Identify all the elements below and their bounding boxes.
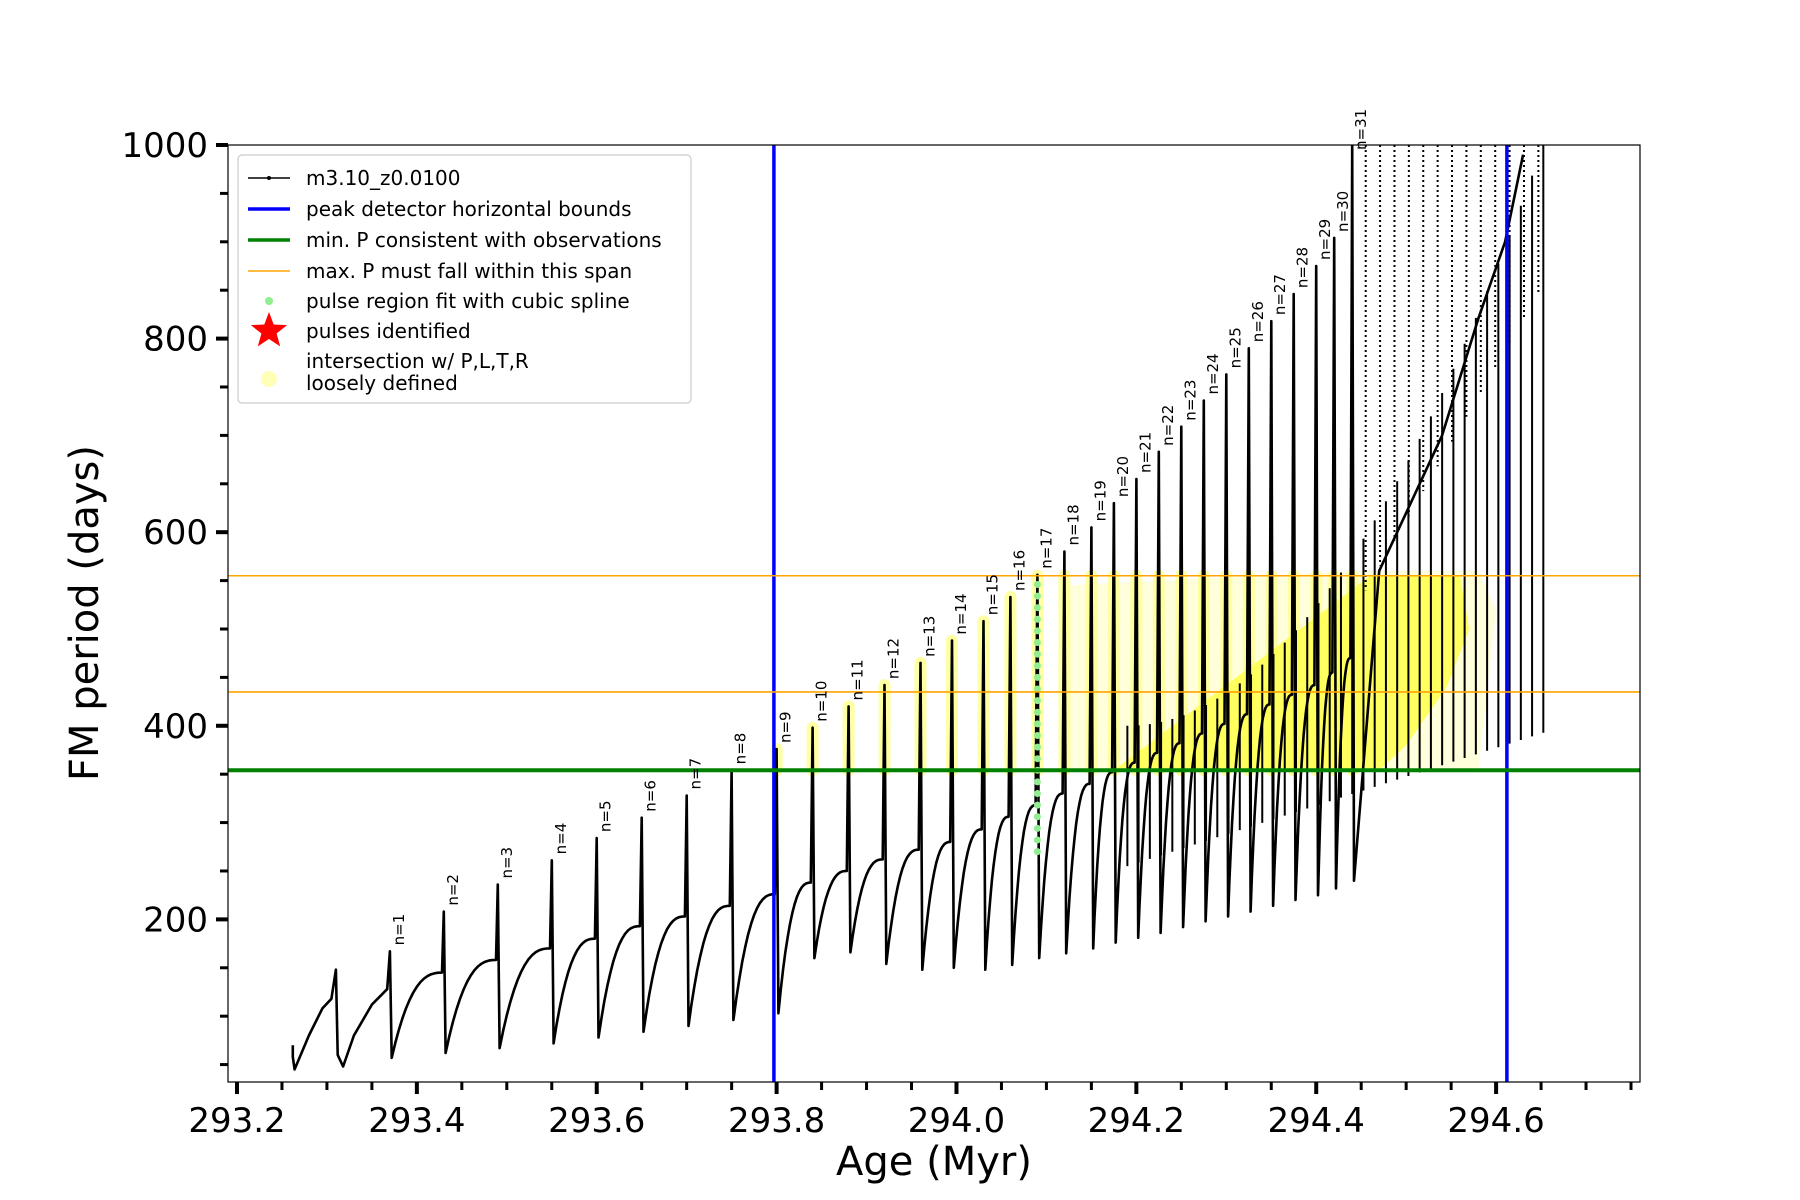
spline-point: [1033, 720, 1041, 728]
pulse-label: n=12: [885, 638, 903, 679]
legend-label: m3.10_z0.0100: [306, 166, 461, 190]
legend-label: min. P consistent with observations: [306, 228, 662, 252]
y-tick-label: 1000: [121, 126, 208, 166]
x-tick-label: 293.6: [548, 1101, 645, 1141]
pulse-label: n=29: [1316, 219, 1334, 260]
x-tick-label: 293.4: [368, 1101, 465, 1141]
spline-point: [1033, 813, 1041, 821]
pulse-label: n=15: [983, 574, 1001, 615]
legend-swatch-circle: [261, 371, 277, 387]
x-tick-label: 294.2: [1088, 1101, 1185, 1141]
spline-point: [1033, 673, 1041, 681]
legend-swatch-dot: [265, 297, 273, 305]
y-tick-label: 800: [143, 320, 208, 360]
pulse-label: n=21: [1136, 432, 1154, 473]
spline-point: [1033, 790, 1041, 798]
spline-point: [1033, 685, 1041, 693]
legend-swatch-star: [250, 312, 288, 347]
spline-point: [1033, 778, 1041, 786]
spline-point: [1033, 743, 1041, 751]
reference-lines: [228, 145, 1640, 1082]
legend-label: pulse region fit with cubic spline: [306, 289, 630, 313]
pulse-label: n=18: [1064, 504, 1082, 545]
pulse-label: n=31: [1352, 109, 1370, 150]
pulse-label: n=22: [1159, 405, 1177, 446]
y-tick-label: 400: [143, 707, 208, 747]
pulse-label: n=28: [1294, 247, 1312, 288]
spline-point: [1033, 836, 1041, 844]
pulse-label: n=17: [1037, 528, 1055, 569]
x-tick-label: 293.2: [188, 1101, 285, 1141]
pulse-label: n=10: [813, 681, 831, 722]
x-tick-label: 294.0: [908, 1101, 1005, 1141]
pulse-label: n=5: [597, 800, 615, 832]
period-series: [291, 145, 1545, 1071]
pulse-label: n=23: [1181, 380, 1199, 421]
spline-point: [1033, 627, 1041, 635]
spline-point: [1033, 650, 1041, 658]
x-tick-label: 294.4: [1268, 1101, 1365, 1141]
legend-label: peak detector horizontal bounds: [306, 197, 632, 221]
series-line: [291, 145, 1525, 1071]
y-tick-label: 600: [143, 513, 208, 553]
spline-point: [1033, 848, 1041, 856]
x-tick-label: 293.8: [728, 1101, 825, 1141]
y-axis-title: FM period (days): [62, 445, 108, 781]
pulse-label: n=14: [952, 593, 970, 634]
legend-label: intersection w/ P,L,T,R: [306, 349, 529, 373]
pulse-label: n=6: [642, 780, 660, 812]
spline-point: [1033, 801, 1041, 809]
spline-point: [1033, 708, 1041, 716]
spline-point: [1033, 824, 1041, 832]
x-tick-label: 294.6: [1447, 1101, 1544, 1141]
pulse-label: n=3: [498, 847, 516, 879]
spline-point: [1033, 615, 1041, 623]
pulse-label: n=4: [552, 823, 570, 855]
spline-point: [1033, 755, 1041, 763]
legend-label: max. P must fall within this span: [306, 259, 632, 283]
pulse-label: n=2: [444, 874, 462, 906]
legend-swatch-marker: [267, 176, 271, 180]
pulse-label: n=9: [777, 711, 795, 743]
spline-point: [1033, 731, 1041, 739]
legend-label-line2: loosely defined: [306, 371, 458, 395]
spline-point: [1033, 662, 1041, 670]
x-axis: 293.2 293.4 293.6 293.8 294.0 294.2 294.4 294.6: [188, 1082, 1633, 1141]
y-axis: 200 400 600 800 1000: [121, 126, 228, 1067]
plot-area: n=1 n=2 n=3 n=4 n=5 n=6 n=7 n=8 n=9 n=10 n=11 n=12 n…: [227, 109, 1641, 1083]
pulse-label: n=20: [1114, 456, 1132, 497]
spline-point: [1033, 580, 1041, 588]
pulse-label: n=7: [687, 758, 705, 790]
pulse-label: n=26: [1249, 301, 1267, 342]
legend-box: [237, 154, 692, 404]
pulse-label: n=19: [1091, 480, 1109, 521]
pulse-label: n=24: [1204, 353, 1222, 394]
legend-label: pulses identified: [306, 319, 471, 343]
pulse-label: n=16: [1010, 550, 1028, 591]
pulse-label: n=30: [1334, 191, 1352, 232]
pulse-label: n=1: [390, 914, 408, 946]
pulse-label: n=25: [1226, 327, 1244, 368]
y-tick-label: 200: [143, 900, 208, 940]
plot-frame: [227, 144, 1641, 1083]
spline-point: [1033, 639, 1041, 647]
pulse-label: n=8: [732, 733, 750, 765]
pulse-label: n=13: [921, 616, 939, 657]
spline-point: [1033, 604, 1041, 612]
spline-point: [1033, 697, 1041, 705]
pulse-label: n=27: [1271, 274, 1289, 315]
pulse-labels: n=1 n=2 n=3 n=4 n=5 n=6 n=7 n=8 n=9 n=10 n=11 n=12 n…: [390, 109, 1370, 945]
x-axis-title: Age (Myr): [836, 1139, 1032, 1185]
spline-point: [1033, 592, 1041, 600]
pulse-label: n=11: [849, 659, 867, 700]
